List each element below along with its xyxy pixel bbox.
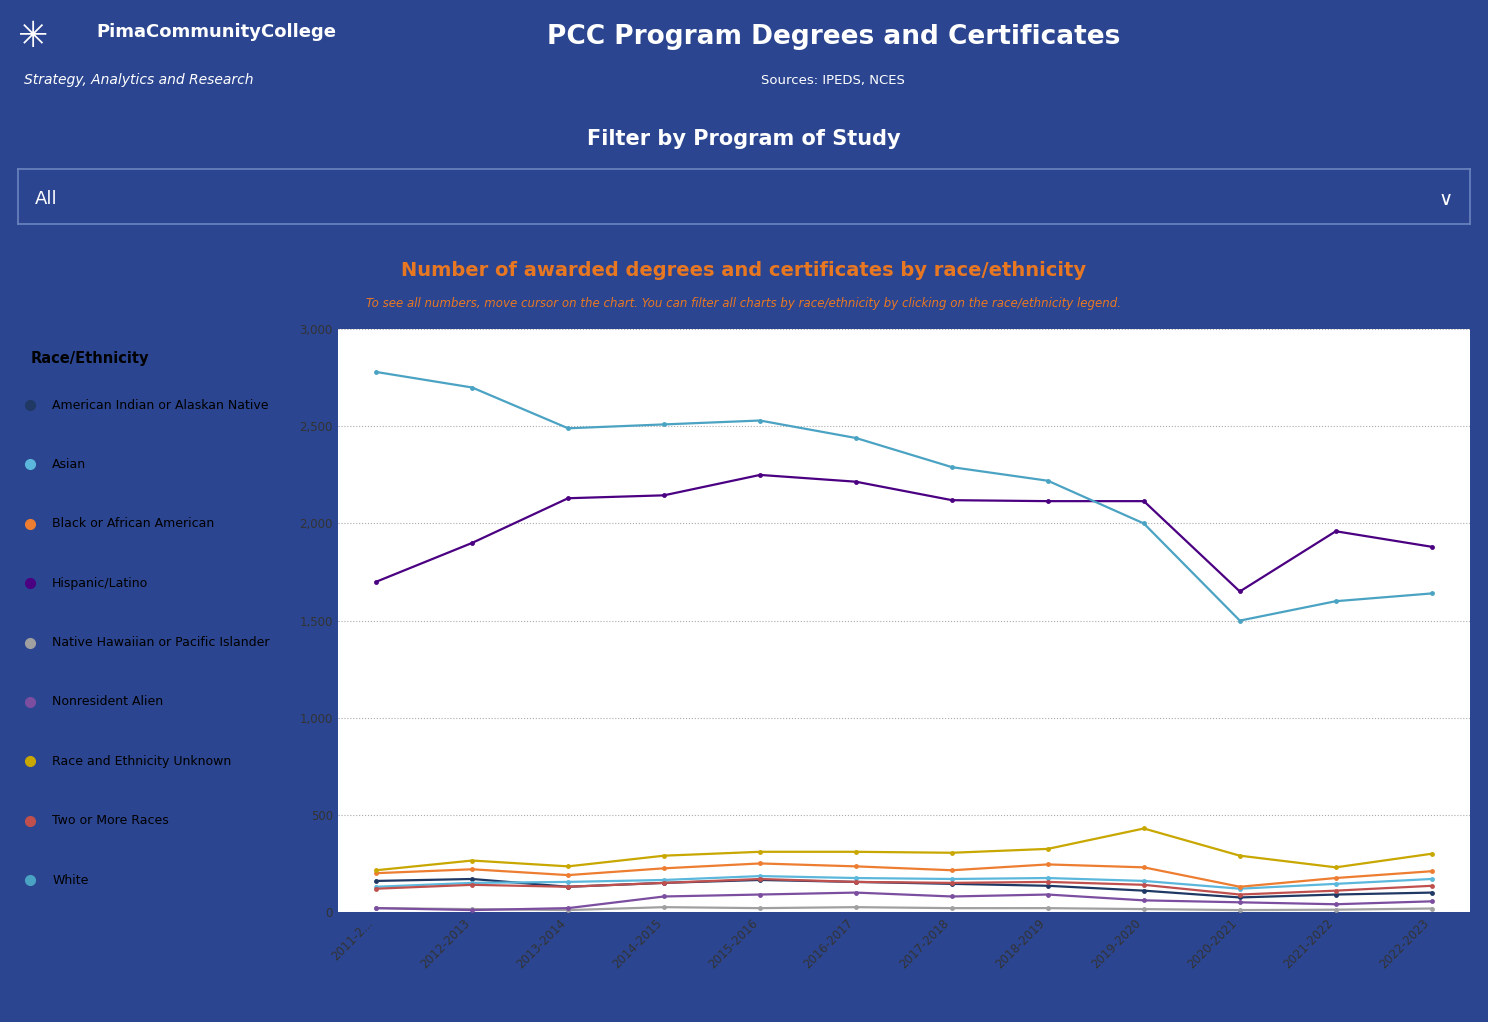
Text: Asian: Asian <box>52 458 86 471</box>
Text: Race and Ethnicity Unknown: Race and Ethnicity Unknown <box>52 755 232 768</box>
Text: White: White <box>52 874 89 887</box>
Text: Sources: IPEDS, NCES: Sources: IPEDS, NCES <box>762 74 905 87</box>
Text: Number of awarded degrees and certificates by race/ethnicity: Number of awarded degrees and certificat… <box>402 262 1086 280</box>
Text: All: All <box>36 190 58 208</box>
Text: Two or More Races: Two or More Races <box>52 815 170 827</box>
Text: Nonresident Alien: Nonresident Alien <box>52 696 164 708</box>
Text: Filter by Program of Study: Filter by Program of Study <box>588 129 900 149</box>
Text: Strategy, Analytics and Research: Strategy, Analytics and Research <box>24 74 253 87</box>
Text: ✳: ✳ <box>18 20 48 54</box>
Text: Black or African American: Black or African American <box>52 517 214 530</box>
Text: American Indian or Alaskan Native: American Indian or Alaskan Native <box>52 399 269 412</box>
Text: PCC Program Degrees and Certificates: PCC Program Degrees and Certificates <box>546 25 1120 50</box>
Text: Hispanic/Latino: Hispanic/Latino <box>52 576 149 590</box>
Text: ∨: ∨ <box>1439 190 1452 208</box>
Text: Native Hawaiian or Pacific Islander: Native Hawaiian or Pacific Islander <box>52 636 269 649</box>
Text: Race/Ethnicity: Race/Ethnicity <box>30 352 149 366</box>
Text: PimaCommunityCollege: PimaCommunityCollege <box>97 24 336 41</box>
Text: To see all numbers, move cursor on the chart. You can filter all charts by race/: To see all numbers, move cursor on the c… <box>366 296 1122 310</box>
